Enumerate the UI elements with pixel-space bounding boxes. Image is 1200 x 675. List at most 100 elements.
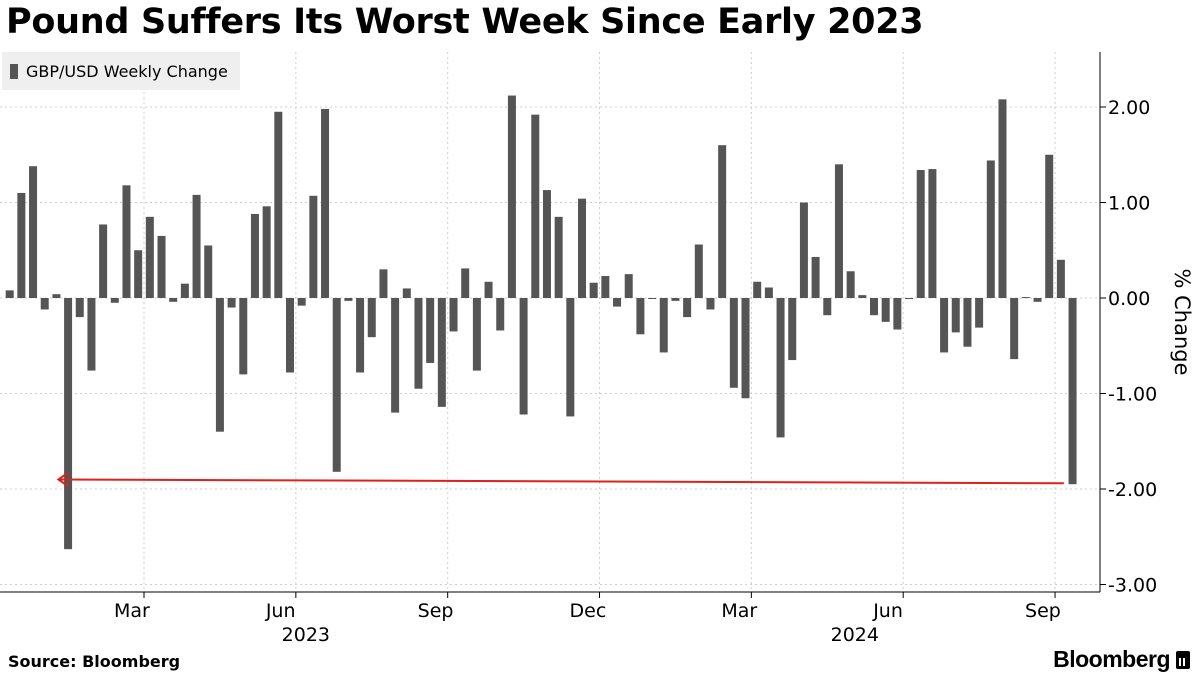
bar [718, 145, 727, 298]
y-tick-label: -2.00 [1108, 479, 1157, 501]
bar [134, 250, 143, 298]
bar [321, 108, 330, 298]
bar [589, 282, 598, 298]
x-tick-label: Mar [114, 600, 150, 622]
bar [753, 281, 762, 298]
bar [169, 298, 178, 302]
source-note: Source: Bloomberg [8, 652, 181, 671]
x-year-label: 2024 [831, 624, 879, 646]
bar [402, 288, 411, 298]
bar [157, 235, 166, 298]
bar [799, 202, 808, 298]
bar [578, 198, 586, 298]
bar [437, 298, 446, 407]
bar [507, 95, 516, 298]
bar [776, 298, 785, 438]
x-tick-label: Jun [872, 600, 903, 622]
y-tick-label: 1.00 [1108, 193, 1150, 215]
bar [29, 166, 38, 298]
bar [17, 192, 26, 298]
bar [648, 298, 657, 299]
bar [893, 298, 902, 330]
bar [613, 298, 622, 307]
bar [40, 298, 49, 310]
bar [87, 298, 96, 371]
bar [274, 111, 283, 299]
bar [145, 216, 154, 298]
bar [1045, 154, 1054, 298]
bar [683, 298, 692, 318]
bar [554, 216, 563, 298]
bar [472, 298, 481, 371]
bar [729, 298, 738, 388]
bar [1021, 297, 1030, 299]
bar [846, 271, 855, 298]
bar [122, 185, 131, 298]
bar [928, 169, 937, 298]
chart-title: Pound Suffers Its Worst Week Since Early… [6, 2, 924, 42]
bar [414, 298, 423, 389]
bar [262, 206, 271, 298]
bar [706, 298, 715, 310]
x-tick-label: Sep [1025, 600, 1061, 622]
bar [332, 298, 341, 472]
bar [905, 298, 914, 299]
bar [741, 298, 750, 399]
bar [519, 298, 528, 415]
legend-background [2, 52, 240, 90]
bar [250, 213, 259, 298]
annotation-arrow-head [56, 471, 69, 488]
bar [227, 298, 236, 308]
bar [309, 195, 318, 298]
bar [916, 170, 925, 298]
bar [870, 298, 878, 316]
bar [180, 283, 189, 298]
bar [624, 274, 633, 298]
bars [5, 95, 1077, 550]
bar [379, 269, 388, 298]
annotation [56, 471, 1064, 488]
bar [881, 298, 890, 322]
bar [858, 295, 867, 298]
bar [356, 298, 365, 373]
bar [671, 298, 680, 301]
bar [461, 268, 470, 298]
bar [1056, 259, 1065, 298]
bar [1010, 298, 1019, 360]
x-tick-label: Mar [721, 600, 757, 622]
bar [52, 294, 61, 298]
legend: GBP/USD Weekly Change [2, 52, 240, 90]
grid-lines [0, 52, 1100, 592]
bar [391, 298, 400, 413]
y-axis-title: % Change [1170, 268, 1194, 375]
x-year-label: 2023 [282, 624, 330, 646]
bar [239, 298, 248, 375]
bar [344, 298, 353, 301]
bar [542, 190, 551, 298]
bar [636, 298, 645, 335]
bar [659, 298, 668, 353]
bar [64, 298, 73, 550]
bar [963, 298, 972, 347]
bar [215, 298, 224, 432]
bar [764, 287, 773, 298]
bar [694, 244, 703, 298]
bar [5, 290, 14, 298]
x-tick-label: Jun [265, 600, 296, 622]
bar [834, 164, 843, 298]
x-tick-label: Dec [570, 600, 607, 622]
brand-name: Bloomberg [1053, 646, 1170, 672]
bar [811, 256, 820, 298]
annotation-arrow-line [58, 478, 1064, 485]
bar [601, 276, 610, 298]
bloomberg-logo-icon [1176, 650, 1190, 669]
bar [986, 160, 995, 298]
bar [367, 298, 376, 338]
bar [823, 298, 832, 316]
bar [75, 298, 84, 318]
y-tick-label: -3.00 [1108, 575, 1157, 597]
bar [449, 298, 458, 332]
bar [204, 245, 213, 298]
bar [566, 298, 575, 417]
